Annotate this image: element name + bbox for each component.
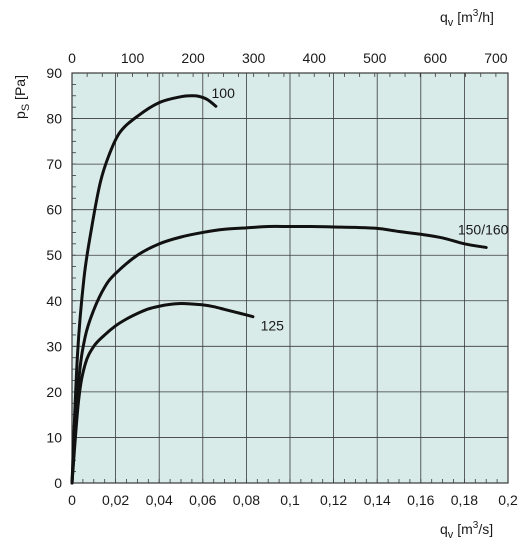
x-top-tick-label: 100 [121, 50, 145, 66]
x-axis-top-title: qv [m3/h] [440, 8, 494, 29]
curve-100 [70, 94, 218, 485]
x-bottom-tick-label: 0,1 [280, 492, 300, 508]
curve-150-160 [70, 224, 488, 485]
x-top-tick-label: 600 [424, 50, 448, 66]
x-bottom-tick-label: 0,02 [102, 492, 129, 508]
x-bottom-tick-label: 0,18 [451, 492, 478, 508]
y-axis-title: pS [Pa] [12, 75, 32, 119]
series-curves [70, 94, 488, 485]
y-axis-tick-labels: 0 10 20 30 40 50 60 70 80 90 [46, 65, 62, 491]
x-top-tick-label: 400 [303, 50, 327, 66]
x-top-tick-label: 0 [68, 50, 76, 66]
y-tick-label: 80 [46, 111, 62, 127]
y-tick-label: 70 [46, 156, 62, 172]
y-tick-label: 90 [46, 65, 62, 81]
x-bottom-tick-label: 0,2 [498, 492, 518, 508]
x-bottom-tick-label: 0,08 [233, 492, 260, 508]
x-bottom-tick-label: 0 [68, 492, 76, 508]
y-tick-label: 0 [54, 475, 62, 491]
series-label-100: 100 [212, 85, 236, 101]
series-labels: 100 150/160 125 [212, 85, 509, 333]
x-top-tick-label: 300 [242, 50, 266, 66]
x-bottom-tick-label: 0,04 [146, 492, 173, 508]
y-tick-label: 20 [46, 384, 62, 400]
x-axis-bottom-title: qv [m3/s] [440, 520, 493, 541]
y-tick-label: 40 [46, 293, 62, 309]
x-bottom-tick-label: 0,14 [364, 492, 391, 508]
plot-frame [71, 72, 509, 484]
x-top-tick-label: 200 [181, 50, 205, 66]
y-tick-label: 50 [46, 247, 62, 263]
x-axis-top-tick-labels: 0 100 200 300 400 500 600 700 [68, 50, 508, 66]
grid-lines [72, 73, 508, 483]
x-bottom-tick-label: 0,12 [320, 492, 347, 508]
x-bottom-tick-label: 0,06 [189, 492, 216, 508]
y-tick-label: 30 [46, 338, 62, 354]
series-label-125: 125 [261, 317, 285, 333]
y-tick-label: 10 [46, 429, 62, 445]
x-bottom-tick-label: 0,16 [407, 492, 434, 508]
x-top-tick-label: 700 [484, 50, 508, 66]
curve-125 [70, 302, 255, 485]
x-top-tick-label: 500 [363, 50, 387, 66]
series-label-150-160: 150/160 [458, 222, 509, 238]
x-axis-bottom-tick-labels: 0 0,02 0,04 0,06 0,08 0,1 0,12 0,14 0,16 0,18 0,2 [68, 492, 518, 508]
y-tick-label: 60 [46, 202, 62, 218]
